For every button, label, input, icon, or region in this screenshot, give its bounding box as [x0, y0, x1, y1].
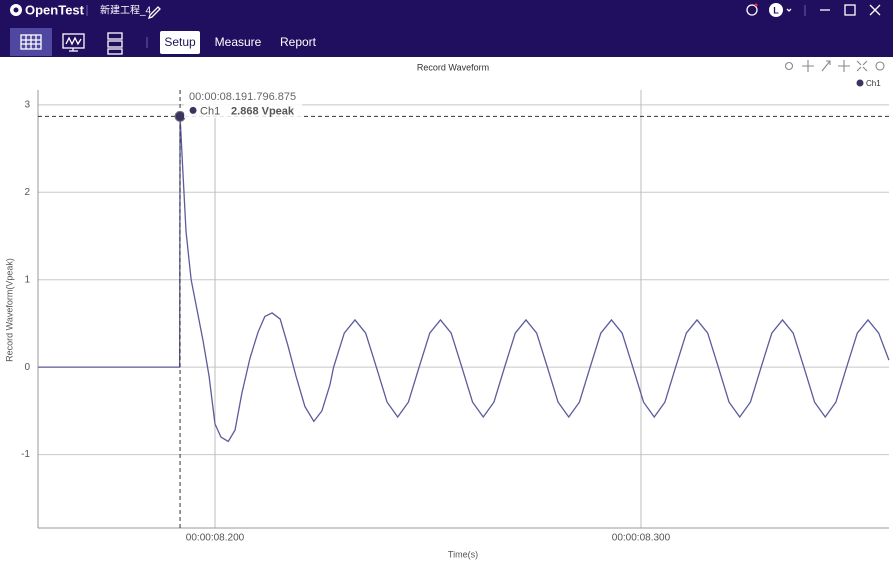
grid-view-icon-lines [21, 35, 41, 49]
tooltip-background [184, 88, 303, 118]
x-axis-label: Time(s) [448, 549, 478, 559]
avatar[interactable] [769, 3, 783, 17]
list-view-icon[interactable] [107, 32, 123, 40]
reset-icon[interactable] [875, 61, 885, 71]
edit-icon[interactable] [147, 6, 161, 20]
y-tick-label: 1 [24, 274, 30, 285]
logo-icon-inner [13, 7, 19, 13]
chevron[interactable] [786, 8, 792, 12]
active-tab-background [160, 31, 200, 54]
tooltip-series: Ch1 [200, 105, 220, 117]
project-name[interactable]: 新建工程_4 [100, 4, 152, 17]
tab[interactable]: Report [280, 35, 317, 49]
close-button[interactable] [869, 4, 881, 16]
tooltip-marker [189, 106, 197, 114]
cursor-marker [174, 110, 186, 122]
pan-icon[interactable] [802, 60, 814, 72]
waveform-view-icon-lines [65, 36, 82, 52]
legend-marker [856, 79, 864, 87]
tab[interactable]: Setup [164, 35, 196, 49]
chart-title: Record Waveform [417, 62, 489, 72]
x-tick-label: 00:00:08.200 [186, 533, 245, 544]
y-tick-label: -1 [21, 449, 30, 460]
cursor-time-label: 00:00:08.191.796.875 [189, 91, 296, 103]
y-tick-label: 0 [24, 362, 30, 373]
list-view-icon [107, 40, 123, 48]
logo-text: OpenTest [25, 2, 85, 17]
settings-icon[interactable] [746, 4, 758, 16]
series-line [38, 116, 890, 443]
legend-label: Ch1 [866, 79, 881, 88]
chart-toolbar [784, 60, 885, 72]
cursor-icon[interactable] [838, 60, 850, 72]
plot: -1 0 1 2 3 00:00:08.200 00:00:08.300 Ch1 00:00:0… [21, 79, 890, 544]
y-tick-label: 3 [24, 100, 30, 111]
maximize-button[interactable] [844, 4, 856, 16]
tooltip-value: 2.868 Vpeak [231, 105, 295, 117]
notify-dot [754, 3, 758, 7]
y-tick-label: 2 [24, 187, 30, 198]
header-bar [0, 0, 893, 57]
y-axis-label: Record Waveform(Vpeak) [4, 258, 14, 362]
tab[interactable]: Measure [215, 35, 262, 49]
fit-icon[interactable] [856, 60, 868, 72]
x-tick-label: 00:00:08.300 [612, 533, 671, 544]
avatar-letter: L [773, 5, 779, 15]
expand-icon[interactable] [821, 60, 831, 72]
zoom-icon[interactable] [784, 61, 794, 71]
list-view-icon [107, 48, 123, 55]
